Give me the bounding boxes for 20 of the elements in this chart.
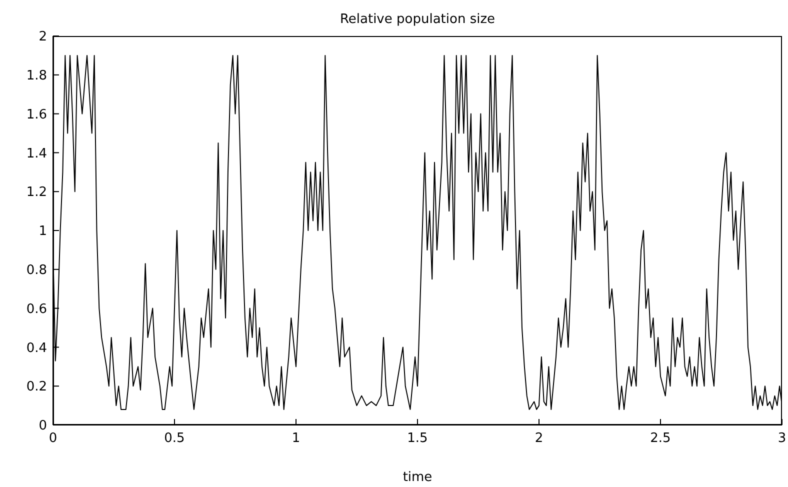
x-tick-label: 2.5 bbox=[650, 431, 671, 446]
chart-title: Relative population size bbox=[338, 12, 496, 27]
x-axis-title: time bbox=[402, 470, 432, 485]
y-tick-label: 2 bbox=[38, 30, 47, 45]
x-tick-label: 1.5 bbox=[407, 431, 428, 446]
x-tick-label: 2 bbox=[534, 431, 544, 446]
x-tick-label: 0 bbox=[48, 431, 58, 446]
x-tick-label: 3 bbox=[778, 431, 786, 446]
x-tick-label: 0.5 bbox=[164, 431, 185, 446]
y-tick-label: 0.4 bbox=[26, 340, 47, 356]
y-tick-label: 0.2 bbox=[26, 380, 47, 395]
y-tick-label: 0.8 bbox=[26, 263, 47, 278]
y-tick-label: 0.6 bbox=[26, 302, 47, 317]
y-tick-label: 0 bbox=[38, 418, 47, 434]
y-tick-label: 1 bbox=[38, 224, 47, 240]
x-tick-label: 1 bbox=[292, 431, 300, 446]
y-tick-label: 1.8 bbox=[26, 68, 47, 84]
y-tick-label: 1.4 bbox=[26, 146, 47, 162]
y-tick-label: 1.2 bbox=[26, 185, 47, 200]
y-tick-label: 1.6 bbox=[26, 107, 47, 122]
